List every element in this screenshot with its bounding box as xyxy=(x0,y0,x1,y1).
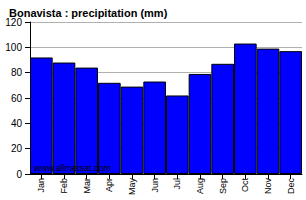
svg-text:Jun: Jun xyxy=(150,178,160,193)
svg-text:Nov: Nov xyxy=(263,178,273,195)
svg-text:Apr: Apr xyxy=(104,178,114,192)
svg-text:40: 40 xyxy=(11,118,23,129)
svg-text:Jul: Jul xyxy=(172,178,182,190)
svg-text:Bonavista : precipitation (mm): Bonavista : precipitation (mm) xyxy=(9,7,168,19)
svg-text:120: 120 xyxy=(5,16,22,28)
svg-text:Mar: Mar xyxy=(82,178,92,194)
svg-text:Jan: Jan xyxy=(36,178,46,193)
svg-text:Dec: Dec xyxy=(286,178,296,195)
svg-text:100: 100 xyxy=(5,42,22,53)
svg-text:20: 20 xyxy=(11,143,23,154)
svg-text:Sep: Sep xyxy=(218,178,228,194)
svg-text:80: 80 xyxy=(11,67,23,78)
svg-text:www.allmetsat.com: www.allmetsat.com xyxy=(33,163,111,173)
svg-text:0: 0 xyxy=(16,169,22,180)
svg-text:May: May xyxy=(127,178,137,196)
svg-text:60: 60 xyxy=(11,93,23,104)
svg-text:Aug: Aug xyxy=(195,178,205,194)
svg-text:Oct: Oct xyxy=(240,178,250,193)
svg-text:Feb: Feb xyxy=(59,178,69,194)
